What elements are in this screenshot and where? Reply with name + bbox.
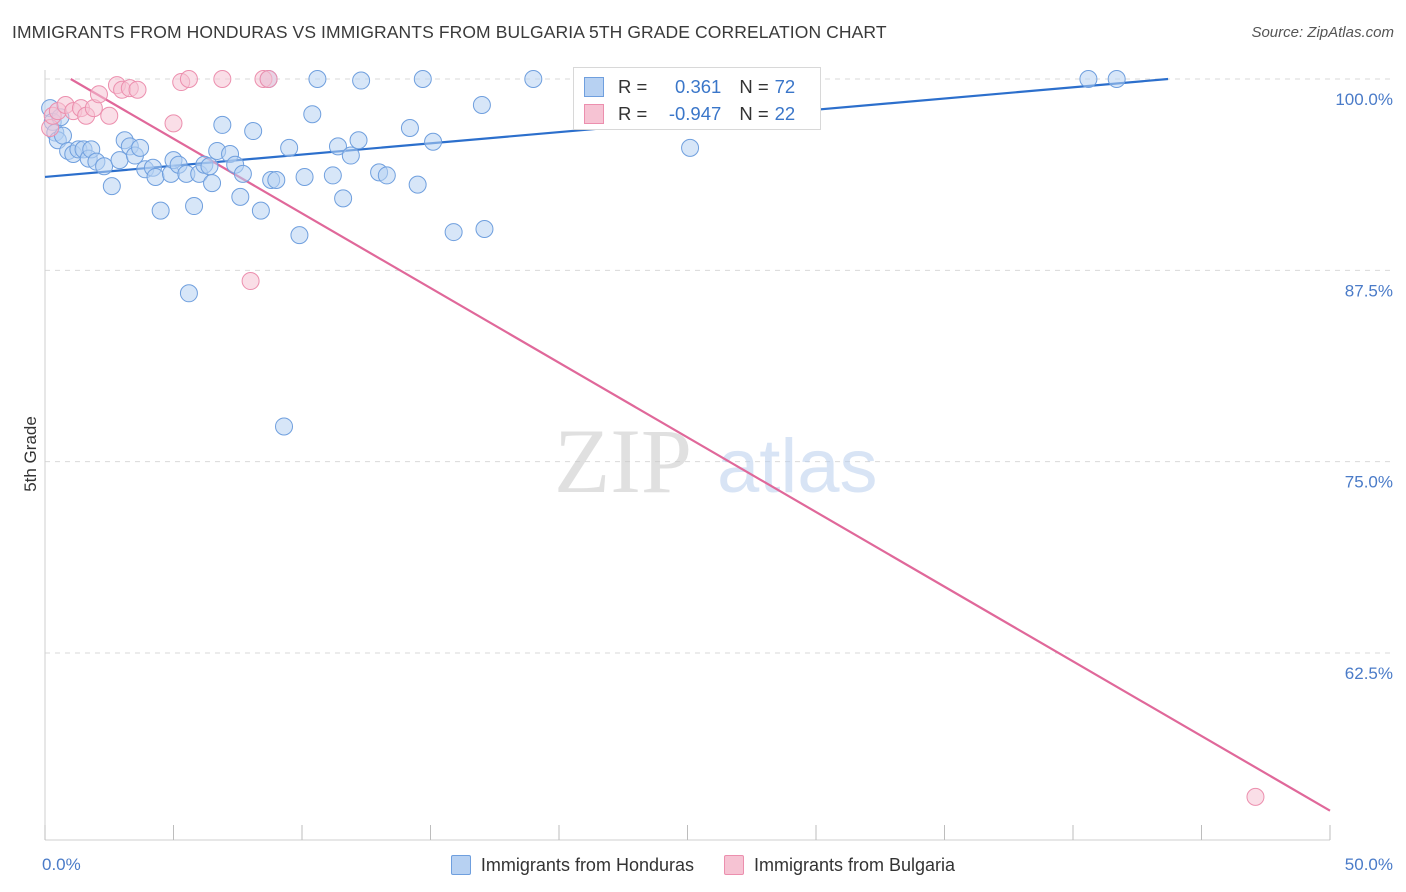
data-point-bulgaria [179, 70, 198, 88]
data-point-bulgaria [241, 272, 260, 291]
r-label: R = [618, 76, 648, 97]
n-value-honduras: 72 [774, 76, 796, 97]
data-point-honduras [213, 115, 232, 134]
data-point-honduras [102, 177, 121, 196]
data-point-honduras [146, 167, 165, 186]
data-point-honduras [231, 187, 250, 206]
data-point-honduras [295, 167, 314, 186]
x-tick-label: 50.0% [1345, 855, 1393, 874]
trend-line-bulgaria [70, 78, 1331, 812]
data-point-bulgaria [89, 85, 108, 104]
data-point-honduras [444, 223, 463, 242]
data-point-honduras [400, 118, 419, 137]
data-point-honduras [472, 96, 491, 115]
stats-row-bulgaria: R = -0.947 N = 22 [584, 102, 795, 126]
stats-swatch-honduras [584, 77, 604, 97]
data-point-honduras [424, 132, 443, 151]
n-value-bulgaria: 22 [774, 103, 796, 124]
y-tick-label: 62.5% [1345, 664, 1393, 683]
data-point-honduras [349, 131, 368, 150]
data-point-honduras [1107, 70, 1126, 88]
data-point-honduras [408, 175, 427, 194]
stats-row-honduras: R = 0.361 N = 72 [584, 75, 795, 99]
data-point-honduras [328, 137, 347, 156]
tick-labels: 100.0% 87.5% 75.0% 62.5% 0.0% 50.0% [42, 90, 1393, 874]
data-point-honduras [413, 70, 432, 88]
data-point-honduras [185, 197, 204, 216]
legend-item-bulgaria[interactable]: Immigrants from Bulgaria [724, 855, 955, 876]
y-axis-label: 5th Grade [21, 416, 40, 492]
data-point-bulgaria [259, 70, 278, 88]
data-point-honduras [280, 138, 299, 157]
r-value-bulgaria: -0.947 [668, 103, 722, 124]
data-point-honduras [323, 166, 342, 185]
legend-item-honduras[interactable]: Immigrants from Honduras [450, 854, 694, 876]
data-point-honduras [290, 226, 309, 245]
watermark-atlas: atlas [717, 424, 878, 509]
source-label: Source: ZipAtlas.com [1251, 24, 1394, 41]
y-tick-label: 75.0% [1345, 473, 1393, 492]
n-label: N = [739, 103, 769, 124]
watermark: ZIP atlas [554, 410, 878, 512]
legend-label-bulgaria: Immigrants from Bulgaria [754, 854, 956, 875]
watermark-zip: ZIP [554, 410, 692, 512]
data-point-bulgaria [100, 106, 119, 125]
data-point-honduras [334, 189, 353, 208]
data-point-honduras [233, 164, 252, 183]
y-tick-label: 87.5% [1345, 281, 1393, 300]
data-point-honduras [179, 284, 198, 303]
data-point-honduras [475, 220, 494, 239]
data-point-honduras [95, 157, 114, 176]
data-point-honduras [131, 138, 150, 157]
data-point-honduras [681, 138, 700, 157]
legend: Immigrants from Honduras Immigrants from… [0, 850, 1406, 880]
legend-swatch-bulgaria [724, 855, 744, 875]
r-value-honduras: 0.361 [675, 76, 722, 97]
data-points [41, 70, 1265, 806]
n-label: N = [739, 76, 769, 97]
legend-swatch-honduras [450, 855, 471, 875]
data-point-honduras [524, 70, 543, 88]
data-point-bulgaria [213, 70, 232, 88]
data-point-honduras [267, 171, 286, 190]
data-point-honduras [1079, 70, 1098, 88]
data-point-honduras [352, 71, 371, 90]
stats-swatch-bulgaria [584, 104, 604, 124]
data-point-honduras [200, 157, 219, 176]
data-point-honduras [203, 174, 222, 193]
r-label: R = [618, 103, 648, 124]
data-point-bulgaria [1246, 787, 1265, 806]
data-point-honduras [377, 166, 396, 185]
data-point-honduras [341, 146, 360, 165]
chart-title: IMMIGRANTS FROM HONDURAS VS IMMIGRANTS F… [12, 22, 887, 42]
axes [44, 70, 1331, 841]
stats-box: R = 0.361 N = 72 R = -0.947 N = 22 [573, 67, 821, 130]
data-point-honduras [244, 122, 263, 141]
legend-label-honduras: Immigrants from Honduras [480, 854, 694, 875]
x-tick-label: 0.0% [42, 855, 81, 874]
data-point-honduras [151, 201, 170, 220]
y-tick-label: 100.0% [1335, 90, 1393, 109]
data-point-honduras [251, 201, 270, 220]
gridlines [45, 78, 1395, 654]
data-point-bulgaria [164, 114, 183, 133]
data-point-honduras [275, 417, 294, 436]
data-point-honduras [308, 70, 327, 88]
data-point-honduras [303, 105, 322, 124]
data-point-bulgaria [128, 80, 147, 99]
